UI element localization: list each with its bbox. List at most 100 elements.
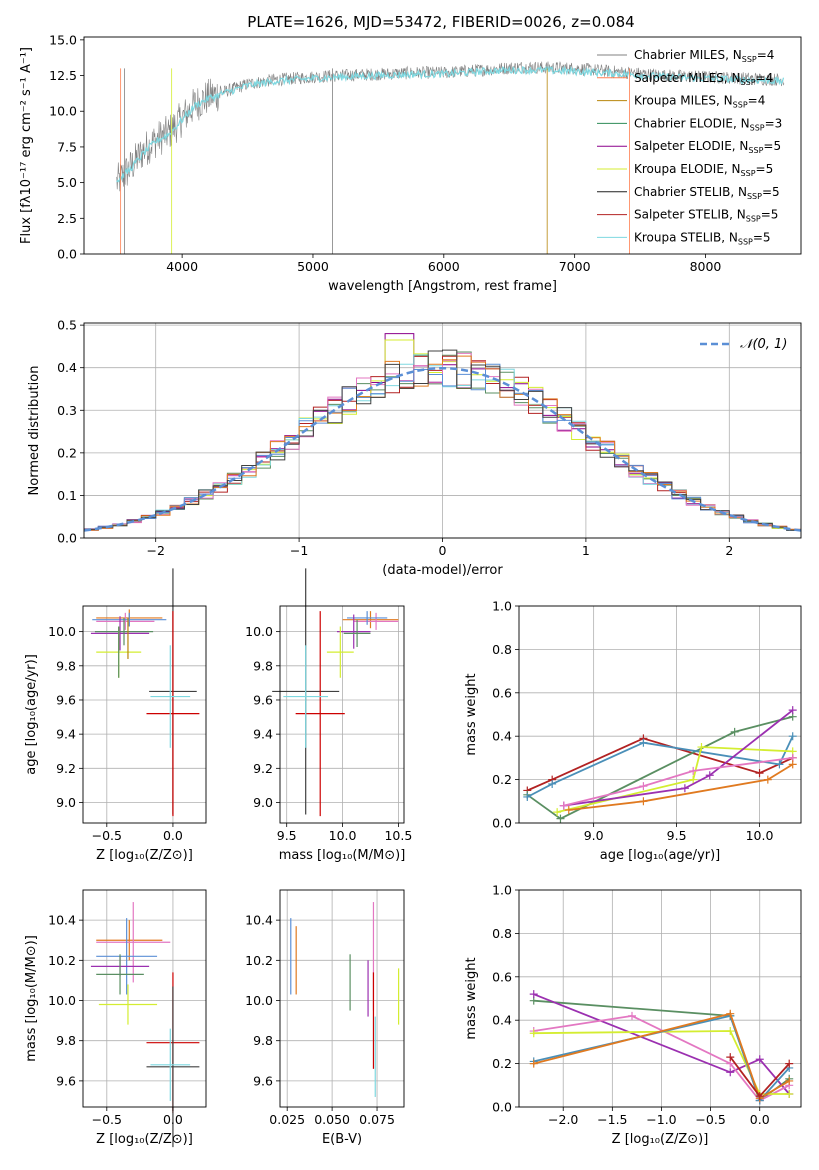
x-tick-label: 0: [439, 543, 447, 558]
legend-label: Chabrier ELODIE, NSSP=3: [634, 116, 782, 132]
legend-label: Salpeter STELIB, NSSP=5: [634, 208, 778, 224]
weight-marker: [564, 805, 573, 814]
x-axis-label: Z [log₁₀(Z/Z⊙)]: [96, 848, 193, 863]
plot-area-spectrum: [116, 60, 785, 254]
weight-line: [563, 757, 793, 807]
weight-line: [533, 993, 790, 1095]
y-tick-label: 0.2: [57, 445, 77, 460]
x-tick-label: −1.0: [646, 1112, 676, 1127]
axes-frame: [518, 605, 802, 824]
y-axis-label: mass weight: [464, 673, 479, 755]
x-tick-label: 0.050: [314, 1112, 350, 1127]
plot-area-age-vs-Z: [90, 568, 200, 817]
weight-marker: [697, 743, 706, 752]
y-tick-label: 9.6: [56, 1073, 76, 1088]
panel-spectrum: 4000 5000 6000 7000 8000 0.0 2.5 5.0 7.5 10.0 12.5…: [19, 32, 802, 294]
x-tick-label: 0.0: [163, 1112, 183, 1127]
y-tick-label: 0.0: [57, 531, 77, 546]
plot-area-mass-vs-EBV: [290, 902, 400, 1097]
legend-label: Chabrier MILES, NSSP=4: [634, 48, 774, 64]
weight-marker: [680, 784, 689, 793]
axes-frame: [83, 36, 802, 255]
weight-marker: [726, 1009, 735, 1018]
y-tick-label: 9.6: [253, 692, 273, 707]
y-tick-label: 0.0: [492, 816, 512, 831]
y-tick-label: 0.1: [57, 488, 77, 503]
y-axis-label: mass weight: [464, 957, 479, 1039]
x-tick-label: 0.025: [269, 1112, 305, 1127]
weight-line: [556, 746, 793, 813]
y-tick-label: 10.0: [49, 104, 77, 119]
y-tick-label: 0.8: [492, 926, 512, 941]
spectrum-data-line: [116, 60, 785, 192]
y-tick-label: 0.4: [57, 360, 77, 375]
weight-marker: [548, 779, 557, 788]
x-tick-label: 0.0: [163, 828, 183, 843]
plot-area-mass-weight-vs-Z: [529, 990, 794, 1105]
y-tick-label: 1.0: [492, 883, 512, 898]
y-tick-label: 9.4: [56, 727, 76, 742]
y-tick-label: 15.0: [49, 32, 77, 47]
weight-marker: [755, 1055, 764, 1064]
spectrum-model-line: [116, 65, 785, 183]
panel-mass-weight-vs-Z: −2.0 −1.5 −1.0 −0.5 0.0 0.0 0.2 0.4 0.6 0.8 1.0 Z […: [464, 883, 802, 1147]
y-tick-label: 5.0: [57, 175, 77, 190]
panel-mass-weight-vs-age: 9.0 9.5 10.0 0.0 0.2 0.4 0.6 0.8 1.0 age [log₁₀(a…: [464, 599, 802, 863]
x-tick-label: 8000: [690, 259, 722, 274]
histogram-step-line: [84, 349, 801, 531]
x-tick-label: −0.5: [92, 1112, 122, 1127]
y-axis-label: age [log₁₀(age/yr)]: [24, 654, 39, 775]
y-axis-label: Flux [fλ10⁻¹⁷ erg cm⁻² s⁻¹ A⁻¹]: [19, 47, 34, 244]
x-axis-label: E(B-V): [322, 1132, 362, 1147]
x-axis-label: Z [log₁₀(Z/Z⊙)]: [612, 1132, 709, 1147]
weight-marker: [639, 738, 648, 747]
x-tick-label: 0.075: [359, 1112, 395, 1127]
weight-marker: [785, 1076, 794, 1085]
axes-frame: [279, 605, 405, 824]
y-tick-label: 9.6: [56, 692, 76, 707]
x-tick-label: 10.0: [746, 828, 774, 843]
y-tick-label: 10.0: [48, 993, 76, 1008]
plot-area-mass-vs-Z: [90, 902, 200, 1148]
panel-residuals: −2 −1 0 1 2 0.0 0.1 0.2 0.3 0.4 0.5 (data-model)/er…: [27, 318, 802, 578]
weight-marker: [726, 1027, 735, 1036]
x-tick-label: −2.0: [548, 1112, 578, 1127]
axes-frame: [82, 605, 207, 824]
weight-line: [533, 1030, 790, 1095]
axes-frame: [518, 889, 802, 1108]
plot-area-residuals: [83, 333, 802, 532]
y-tick-label: 9.8: [56, 658, 76, 673]
legend-label: Salpeter MILES, NSSP=4: [634, 71, 773, 87]
y-tick-label: 0.6: [492, 685, 512, 700]
axes-frame: [279, 889, 405, 1108]
figure-title: PLATE=1626, MJD=53472, FIBERID=0026, z=0…: [247, 13, 634, 31]
legend-label: Chabrier STELIB, NSSP=5: [634, 185, 780, 201]
y-tick-label: 1.0: [492, 599, 512, 614]
y-tick-label: 9.0: [56, 795, 76, 810]
normal-curve-line: [83, 366, 802, 532]
y-tick-label: 10.2: [48, 953, 76, 968]
panel-mass-vs-Z: −0.5 0.0 9.6 9.8 10.0 10.2 10.4 Z [log₁₀(Z/Z⊙)]…: [24, 889, 207, 1148]
plot-area-mass-weight-vs-age: [523, 706, 797, 823]
y-tick-label: 10.4: [48, 913, 76, 928]
histogram-step-line: [84, 355, 801, 531]
y-tick-label: 0.5: [57, 318, 77, 333]
x-tick-label: 10.5: [384, 828, 412, 843]
y-tick-label: 0.0: [57, 247, 77, 262]
weight-marker: [559, 801, 568, 810]
y-axis-label: mass [log₁₀(M/M⊙)]: [24, 935, 39, 1062]
weight-marker: [553, 808, 562, 817]
weight-line: [568, 763, 794, 811]
weight-marker: [529, 1059, 538, 1068]
y-tick-label: 9.2: [253, 761, 273, 776]
x-tick-label: −2: [146, 543, 164, 558]
weight-marker: [689, 766, 698, 775]
x-tick-label: 9.0: [584, 828, 604, 843]
x-tick-label: 10.0: [329, 828, 357, 843]
y-tick-label: 0.2: [492, 772, 512, 787]
weight-marker: [785, 1059, 794, 1068]
legend-label: Kroupa STELIB, NSSP=5: [634, 230, 771, 246]
weight-marker: [755, 769, 764, 778]
y-tick-label: 9.4: [253, 727, 273, 742]
